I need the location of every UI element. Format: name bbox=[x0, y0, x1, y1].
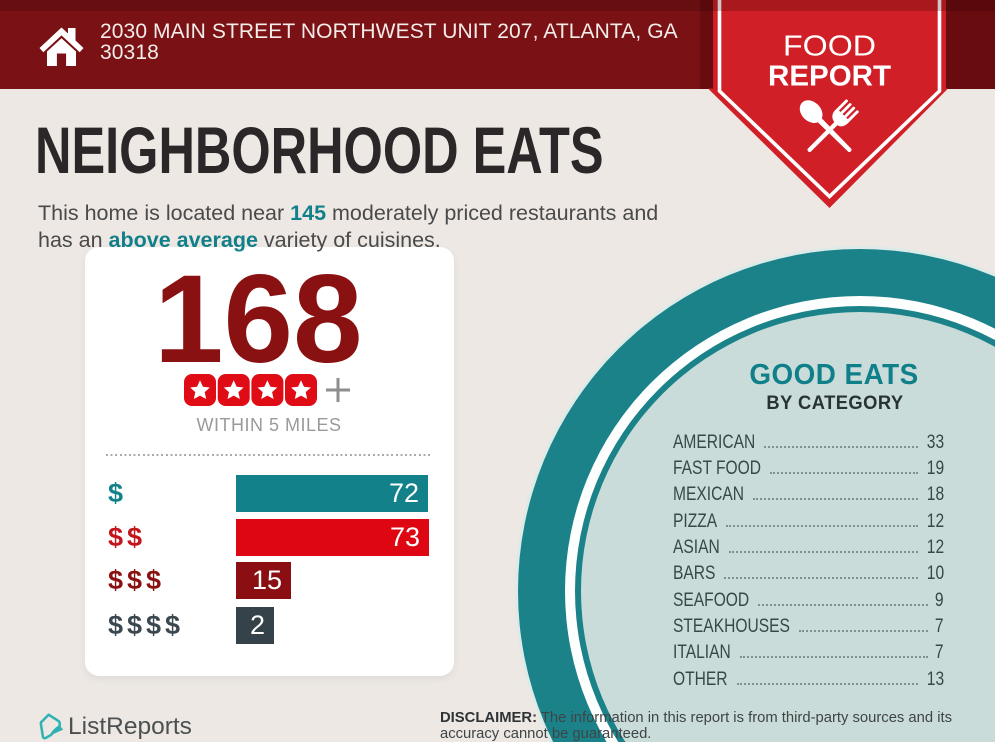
svg-text:REPORT: REPORT bbox=[768, 61, 891, 93]
svg-text:FOOD: FOOD bbox=[783, 31, 876, 63]
